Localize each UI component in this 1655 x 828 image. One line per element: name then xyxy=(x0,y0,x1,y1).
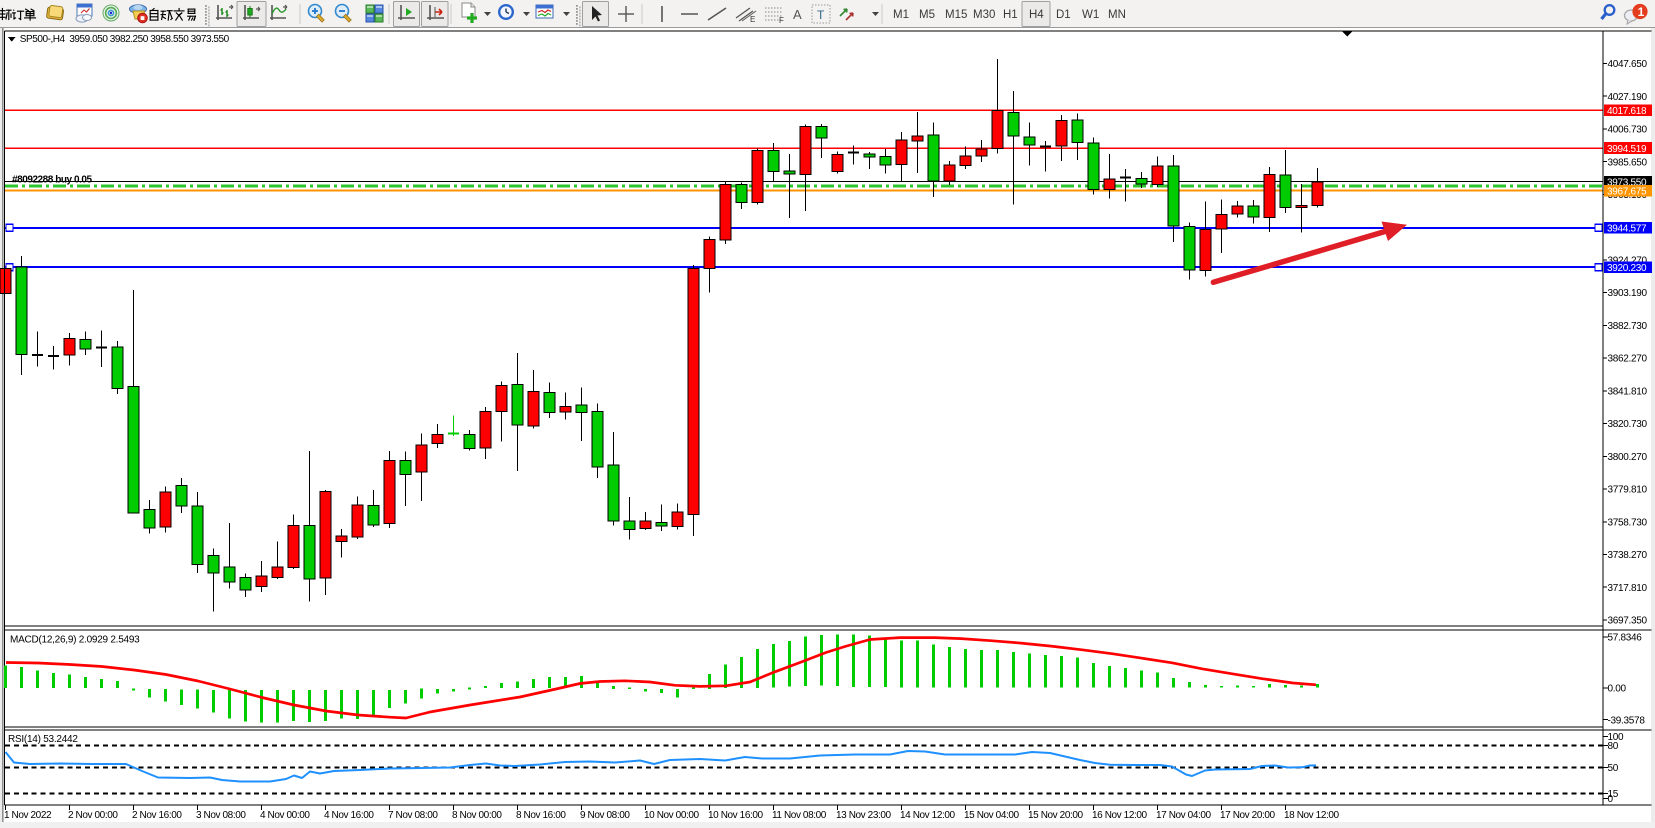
svg-text:2 Nov 16:00: 2 Nov 16:00 xyxy=(132,810,182,821)
svg-text:15 Nov 04:00: 15 Nov 04:00 xyxy=(964,810,1020,821)
svg-text:15 Nov 20:00: 15 Nov 20:00 xyxy=(1028,810,1084,821)
svg-text:14 Nov 12:00: 14 Nov 12:00 xyxy=(900,810,956,821)
svg-text:3779.810: 3779.810 xyxy=(1608,485,1648,496)
svg-text:W1: W1 xyxy=(1082,9,1099,21)
svg-text:50: 50 xyxy=(1608,763,1619,774)
svg-text:3862.270: 3862.270 xyxy=(1608,354,1648,365)
svg-text:13 Nov 23:00: 13 Nov 23:00 xyxy=(836,810,892,821)
svg-text:57.8346: 57.8346 xyxy=(1608,633,1643,644)
svg-text:E: E xyxy=(750,15,755,24)
svg-text:16 Nov 12:00: 16 Nov 12:00 xyxy=(1092,810,1148,821)
svg-text:A: A xyxy=(793,7,802,22)
svg-text:9 Nov 08:00: 9 Nov 08:00 xyxy=(580,810,630,821)
svg-text:10 Nov 00:00: 10 Nov 00:00 xyxy=(644,810,700,821)
svg-text:-39.3578: -39.3578 xyxy=(1608,715,1646,726)
svg-text:3903.190: 3903.190 xyxy=(1608,288,1648,299)
svg-text:0.00: 0.00 xyxy=(1608,684,1627,695)
svg-text:3841.810: 3841.810 xyxy=(1608,386,1648,397)
svg-text:M30: M30 xyxy=(973,9,995,21)
svg-text:#8092288 buy 0.05: #8092288 buy 0.05 xyxy=(12,174,93,185)
svg-text:10 Nov 16:00: 10 Nov 16:00 xyxy=(708,810,764,821)
svg-text:3924.270: 3924.270 xyxy=(1608,256,1648,267)
svg-text:3697.350: 3697.350 xyxy=(1608,616,1648,627)
svg-text:MN: MN xyxy=(1108,9,1126,21)
svg-text:3985.650: 3985.650 xyxy=(1608,157,1648,168)
svg-text:3820.730: 3820.730 xyxy=(1608,419,1648,430)
svg-text:H1: H1 xyxy=(1003,9,1018,21)
svg-text:M5: M5 xyxy=(919,9,935,21)
svg-text:80: 80 xyxy=(1608,741,1619,752)
svg-text:8 Nov 00:00: 8 Nov 00:00 xyxy=(452,810,502,821)
svg-text:M15: M15 xyxy=(945,9,967,21)
svg-text:0: 0 xyxy=(1608,794,1614,805)
svg-text:3882.730: 3882.730 xyxy=(1608,321,1648,332)
svg-text:3973.550: 3973.550 xyxy=(1607,178,1647,189)
svg-text:17 Nov 20:00: 17 Nov 20:00 xyxy=(1220,810,1276,821)
svg-text:17 Nov 04:00: 17 Nov 04:00 xyxy=(1156,810,1212,821)
svg-text:3967.675: 3967.675 xyxy=(1607,187,1647,198)
svg-text:8 Nov 16:00: 8 Nov 16:00 xyxy=(516,810,566,821)
svg-text:3758.730: 3758.730 xyxy=(1608,517,1648,528)
svg-text:H4: H4 xyxy=(1029,9,1044,21)
svg-text:3 Nov 08:00: 3 Nov 08:00 xyxy=(196,810,246,821)
svg-text:MACD(12,26,9) 2.0929 2.5493: MACD(12,26,9) 2.0929 2.5493 xyxy=(10,634,140,645)
svg-text:15: 15 xyxy=(1608,789,1619,800)
svg-text:100: 100 xyxy=(1608,732,1625,743)
svg-text:3800.270: 3800.270 xyxy=(1608,452,1648,463)
svg-text:RSI(14) 53.2442: RSI(14) 53.2442 xyxy=(8,734,78,745)
svg-text:D1: D1 xyxy=(1056,9,1071,21)
svg-text:4017.618: 4017.618 xyxy=(1607,106,1647,117)
svg-text:3717.810: 3717.810 xyxy=(1608,583,1648,594)
svg-text:F: F xyxy=(779,16,784,25)
svg-text:11 Nov 08:00: 11 Nov 08:00 xyxy=(772,810,827,821)
svg-text:4047.650: 4047.650 xyxy=(1608,59,1648,70)
svg-text:2 Nov 00:00: 2 Nov 00:00 xyxy=(68,810,118,821)
svg-text:4006.730: 4006.730 xyxy=(1608,125,1648,136)
svg-text:18 Nov 12:00: 18 Nov 12:00 xyxy=(1284,810,1340,821)
svg-text:SP500-,H4 3959.050 3982.250 3: SP500-,H4 3959.050 3982.250 3958.550 397… xyxy=(20,34,230,45)
svg-text:3944.577: 3944.577 xyxy=(1607,224,1647,235)
svg-text:3738.270: 3738.270 xyxy=(1608,550,1648,561)
svg-text:4 Nov 16:00: 4 Nov 16:00 xyxy=(324,810,374,821)
svg-text:1 Nov 2022: 1 Nov 2022 xyxy=(4,810,52,821)
svg-text:1: 1 xyxy=(1638,5,1645,19)
svg-text:3994.519: 3994.519 xyxy=(1607,144,1647,155)
svg-text:4 Nov 00:00: 4 Nov 00:00 xyxy=(260,810,310,821)
svg-text:T: T xyxy=(817,8,825,22)
svg-text:3920.230: 3920.230 xyxy=(1607,263,1647,274)
svg-text:M1: M1 xyxy=(893,9,909,21)
svg-text:4027.190: 4027.190 xyxy=(1608,92,1648,103)
svg-text:7 Nov 08:00: 7 Nov 08:00 xyxy=(388,810,438,821)
